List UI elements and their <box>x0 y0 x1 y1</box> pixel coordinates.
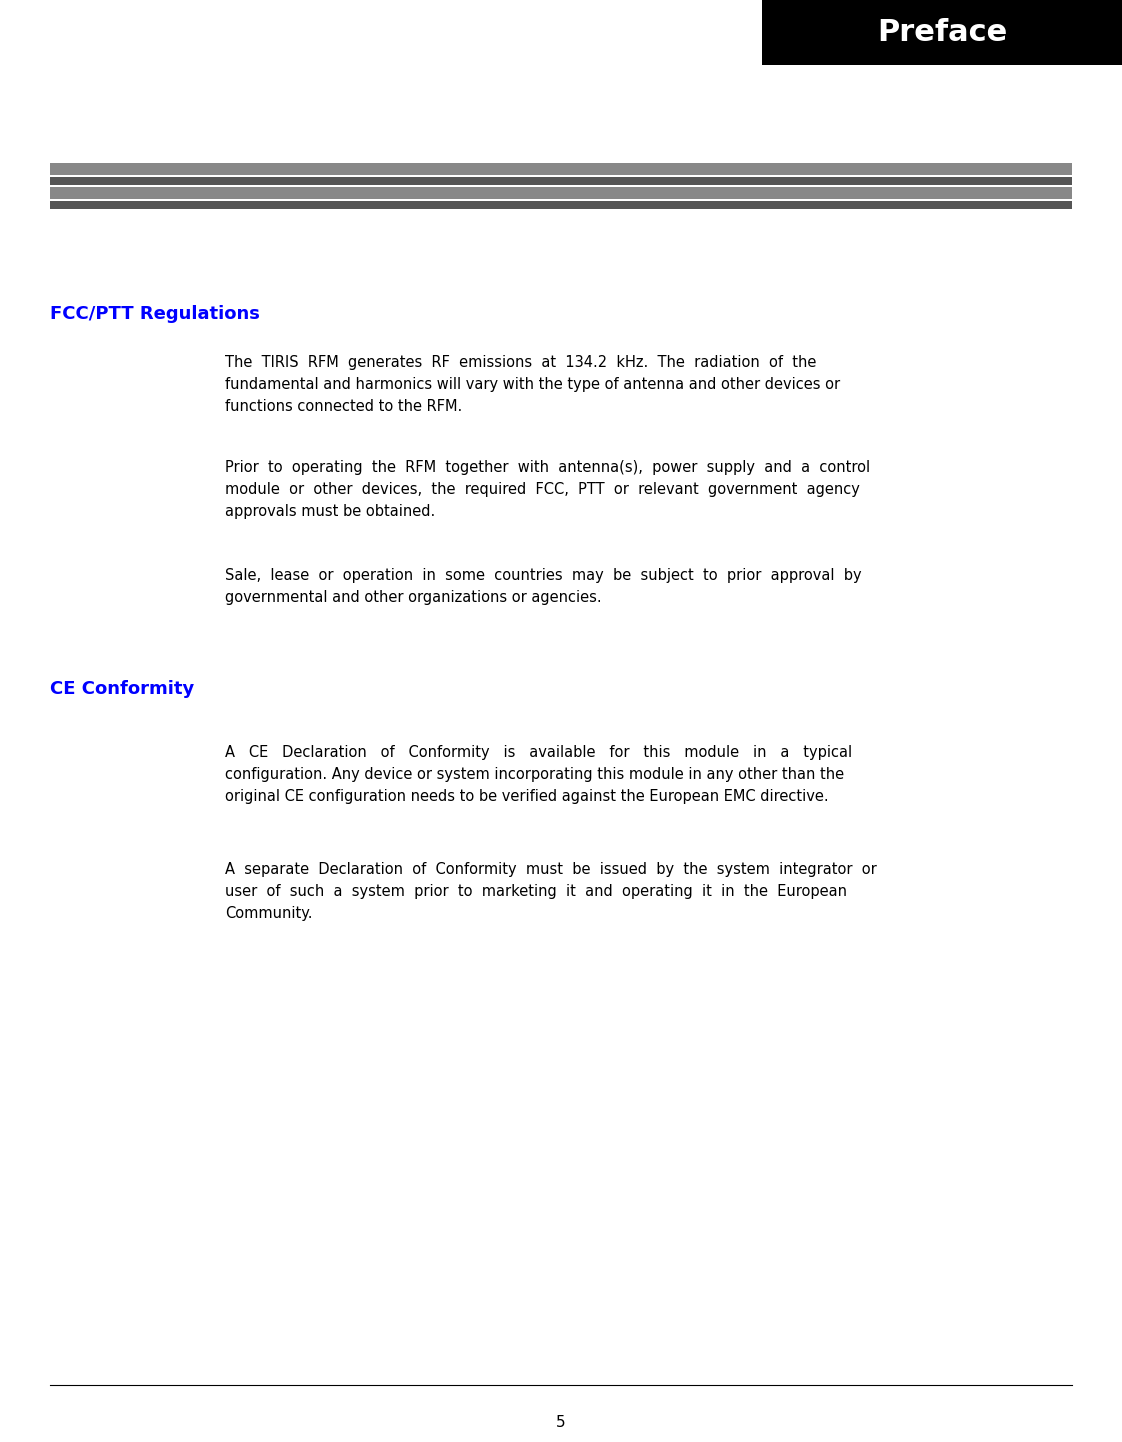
Text: Preface: Preface <box>877 17 1008 48</box>
Bar <box>50 177 1072 185</box>
Text: 5: 5 <box>557 1415 565 1430</box>
Text: Sale,  lease  or  operation  in  some  countries  may  be  subject  to  prior  a: Sale, lease or operation in some countri… <box>226 568 862 606</box>
Text: CE Conformity: CE Conformity <box>50 681 194 698</box>
Text: Prior  to  operating  the  RFM  together  with  antenna(s),  power  supply  and : Prior to operating the RFM together with… <box>226 460 871 519</box>
Bar <box>50 163 1072 174</box>
Text: A  separate  Declaration  of  Conformity  must  be  issued  by  the  system  int: A separate Declaration of Conformity mus… <box>226 862 876 921</box>
Text: The  TIRIS  RFM  generates  RF  emissions  at  134.2  kHz.  The  radiation  of  : The TIRIS RFM generates RF emissions at … <box>226 355 840 414</box>
Bar <box>50 187 1072 199</box>
Bar <box>762 0 1122 65</box>
Bar <box>50 200 1072 209</box>
Text: A   CE   Declaration   of   Conformity   is   available   for   this   module   : A CE Declaration of Conformity is availa… <box>226 746 852 805</box>
Text: FCC/PTT Regulations: FCC/PTT Regulations <box>50 306 260 323</box>
